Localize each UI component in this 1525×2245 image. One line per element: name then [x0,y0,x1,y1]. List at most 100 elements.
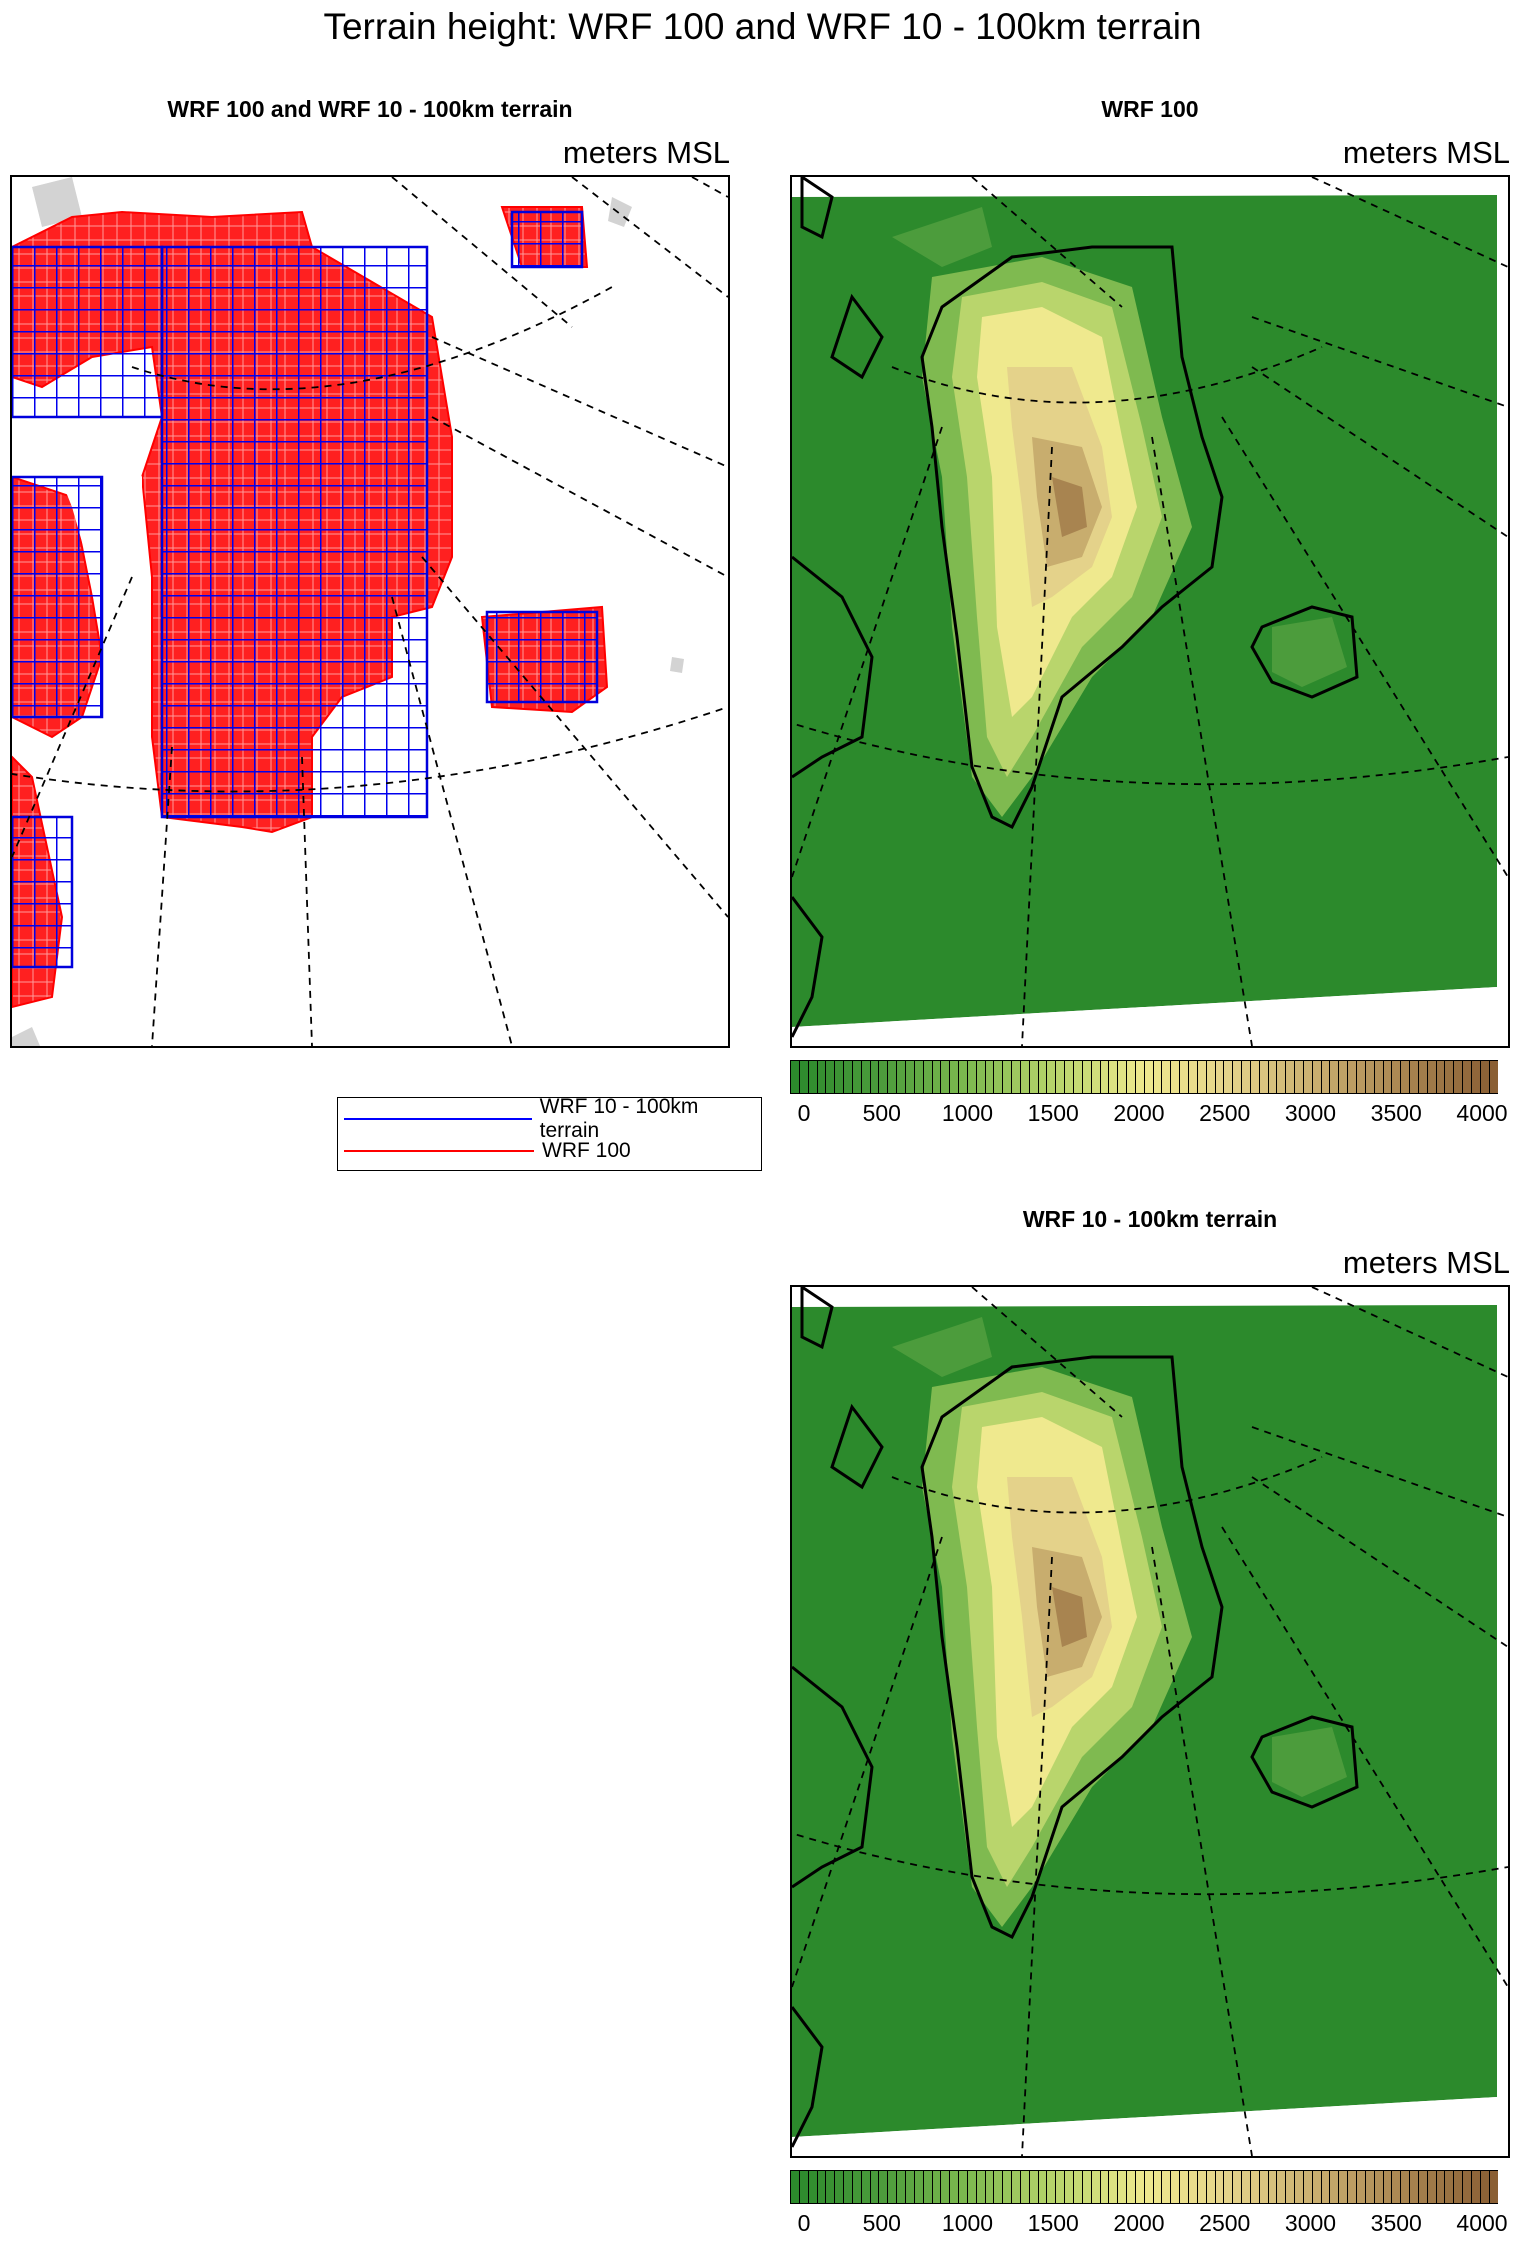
colorbar-cell [1436,1061,1446,1093]
colorbar-cell [1135,1061,1145,1093]
colorbar-tick-label: 1500 [1027,1100,1079,1126]
wrf100-units: meters MSL [1342,135,1510,170]
overlay-graticule [12,177,728,1046]
colorbar-cell [1003,2171,1013,2203]
wrf10-graticule [792,1287,1508,2156]
colorbar-cell [950,2171,960,2203]
colorbar-cell [1321,2171,1331,2203]
colorbar-cell [1197,2171,1207,2203]
colorbar-cell [1188,1061,1198,1093]
colorbar-tick-label: 0 [797,1100,811,1126]
colorbar-cell [994,2171,1004,2203]
colorbar-cell [923,2171,933,2203]
colorbar-cell [1365,1061,1375,1093]
wrf10-panel-title: WRF 10 - 100km terrain [1022,1206,1278,1232]
wrf100-colorbar-ticks: 0 500 1000 1500 2000 2500 3000 3500 4000 [790,1100,1508,1130]
colorbar-cell [1206,1061,1216,1093]
colorbar-cell [1445,2171,1455,2203]
colorbar-tick-label: 1000 [941,2210,994,2236]
colorbar-cell [1224,2171,1234,2203]
wrf10-map-frame[interactable] [790,1285,1510,2158]
colorbar-cell [905,1061,915,1093]
colorbar-tick-label: 2000 [1113,1100,1165,1126]
colorbar-cell [1286,1061,1296,1093]
colorbar-cell [1357,2171,1366,2203]
colorbar-cell [1374,2171,1384,2203]
colorbar-cell [1109,1061,1119,1093]
colorbar-cell [808,2171,818,2203]
colorbar-cell [1100,2171,1110,2203]
wrf10-domain-mask [792,2097,1497,2156]
colorbar-cell [791,1061,800,1093]
colorbar-tick-label: 3000 [1284,1100,1337,1126]
colorbar-tick-label: 4000 [1456,1100,1508,1126]
colorbar-cell [1135,2171,1145,2203]
colorbar-cell [1171,1061,1181,1093]
overlay-units: meters MSL [562,135,730,170]
colorbar-tick-label: 2500 [1199,2210,1251,2236]
colorbar-cell [1118,2171,1128,2203]
colorbar-cell [1480,2171,1490,2203]
wrf100-domain-mask [792,987,1497,1046]
overlay-panel-title: WRF 100 and WRF 10 - 100km terrain [167,96,573,122]
legend-item-wrf10: WRF 10 - 100km terrain [338,1095,761,1142]
colorbar-cell [1259,1061,1269,1093]
colorbar-cell [1056,2171,1066,2203]
colorbar-cell [1206,2171,1216,2203]
colorbar-cell [817,2171,827,2203]
colorbar-cell [1038,1061,1048,1093]
colorbar-cell [1127,2171,1136,2203]
wrf100-panel-title: WRF 100 [1101,96,1199,122]
colorbar-cell [799,1061,809,1093]
wrf10-coastline [792,1287,1359,2148]
wrf10-units: meters MSL [1342,1245,1510,1280]
colorbar-cell [1029,1061,1039,1093]
colorbar-cell [1012,2171,1021,2203]
colorbar-tick-label: 3000 [1284,2210,1337,2236]
colorbar-cell [1259,2171,1269,2203]
wrf10-colorbar-ticks: 0 500 1000 1500 2000 2500 3000 3500 4000 [790,2210,1508,2240]
colorbar-cell [1312,1061,1322,1093]
colorbar-cell [1312,2171,1322,2203]
colorbar-cell [1321,1061,1331,1093]
colorbar-cell [844,1061,853,1093]
colorbar-cell [817,1061,827,1093]
colorbar-cell [985,1061,995,1093]
colorbar-cell [888,2171,898,2203]
colorbar-cell [1277,2171,1287,2203]
colorbar-cell [1162,2171,1172,2203]
colorbar-cell [826,1061,836,1093]
colorbar-cell [1012,1061,1021,1093]
colorbar-tick-label: 1500 [1027,2210,1079,2236]
colorbar-cell [1383,2171,1393,2203]
colorbar-cell [1074,1061,1083,1093]
colorbar-cell [994,1061,1004,1093]
colorbar-cell [1339,2171,1349,2203]
colorbar-cell [1303,2171,1313,2203]
colorbar-cell [835,1061,845,1093]
colorbar-cell [1153,2171,1163,2203]
colorbar-cell [1091,1061,1101,1093]
colorbar-cell [1065,2171,1074,2203]
wrf100-map [792,177,1508,1046]
colorbar-cell [1047,1061,1057,1093]
colorbar-cell [1489,2171,1498,2203]
colorbar-cell [1162,1061,1172,1093]
legend-item-wrf100: WRF 100 [338,1136,631,1166]
colorbar-cell [1250,2171,1260,2203]
colorbar-cell [1268,2171,1278,2203]
colorbar-cell [1118,1061,1128,1093]
colorbar-cell [1277,1061,1287,1093]
colorbar-cell [1410,2171,1419,2203]
colorbar-cell [1003,1061,1013,1093]
colorbar-cell [941,1061,951,1093]
wrf100-map-frame[interactable] [790,175,1510,1048]
overlay-map-frame[interactable] [10,175,730,1048]
colorbar-cell [950,1061,960,1093]
colorbar-cell [1020,2171,1030,2203]
colorbar-cell [1374,1061,1384,1093]
colorbar-cell [1153,1061,1163,1093]
colorbar-cell [914,1061,924,1093]
figure-title: Terrain height: WRF 100 and WRF 10 - 100… [323,6,1202,47]
colorbar-cell [1233,2171,1243,2203]
